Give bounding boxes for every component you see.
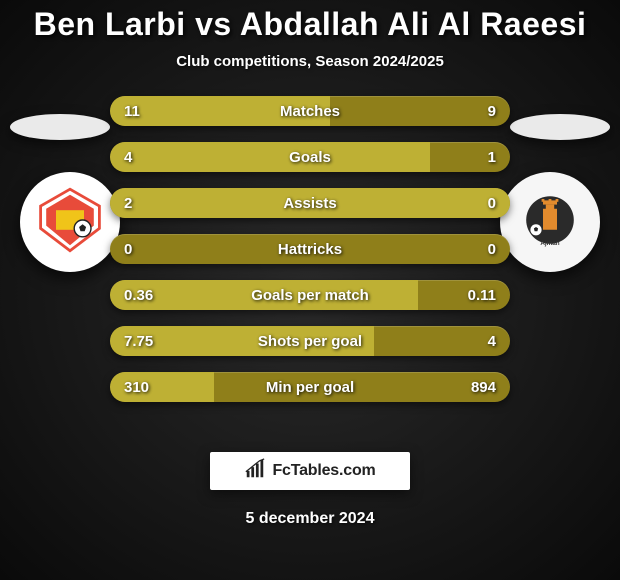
player-disc-left	[10, 114, 110, 140]
stat-bar: 11Matches9	[110, 96, 510, 126]
stat-bar: 7.75Shots per goal4	[110, 326, 510, 356]
player-disc-right	[510, 114, 610, 140]
tower-icon: Ajman	[515, 185, 585, 260]
svg-text:Ajman: Ajman	[540, 240, 559, 247]
stat-bar: 0Hattricks0	[110, 234, 510, 264]
club-crest-right: Ajman	[500, 172, 600, 272]
stat-bar: 0.36Goals per match0.11	[110, 280, 510, 310]
branding-label: FcTables.com	[272, 462, 375, 480]
date-label: 5 december 2024	[0, 510, 620, 528]
stat-value-right: 0	[440, 195, 510, 212]
stat-value-right: 0	[440, 241, 510, 258]
comparison-arena: Ajman 11Matches9 4Goals1 2Assists0 0Hattric…	[0, 96, 620, 426]
branding-badge[interactable]: FcTables.com	[210, 452, 410, 490]
chart-icon	[244, 458, 266, 485]
stat-value-right: 894	[440, 379, 510, 396]
club-crest-left	[20, 172, 120, 272]
stat-value-right: 9	[440, 103, 510, 120]
subtitle: Club competitions, Season 2024/2025	[0, 53, 620, 70]
stat-value-right: 0.11	[440, 287, 510, 304]
stat-bar: 4Goals1	[110, 142, 510, 172]
stat-bar: 310Min per goal894	[110, 372, 510, 402]
stat-bars: 11Matches9 4Goals1 2Assists0 0Hattricks0 0.3…	[110, 96, 510, 418]
shield-icon	[35, 185, 105, 260]
stat-value-right: 4	[440, 333, 510, 350]
stat-bar: 2Assists0	[110, 188, 510, 218]
stat-value-right: 1	[440, 149, 510, 166]
page-title: Ben Larbi vs Abdallah Ali Al Raeesi	[0, 0, 620, 43]
